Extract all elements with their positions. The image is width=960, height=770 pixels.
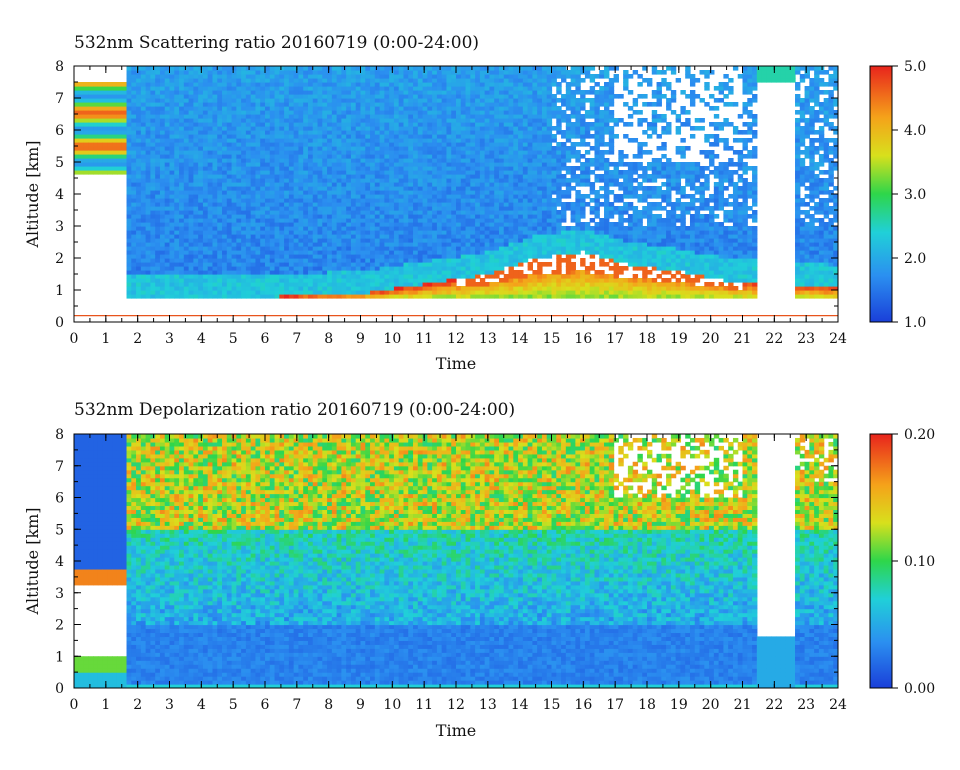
x-tick-label: 15 bbox=[543, 331, 561, 347]
colorbar bbox=[869, 433, 893, 689]
y-tick-label: 7 bbox=[55, 459, 64, 475]
x-tick-label: 10 bbox=[383, 697, 401, 713]
x-tick-label: 8 bbox=[324, 331, 333, 347]
x-tick-label: 16 bbox=[574, 331, 592, 347]
depolarization-ratio-panel: 532nm Depolarization ratio 20160719 (0:0… bbox=[23, 400, 935, 740]
x-tick-label: 6 bbox=[261, 331, 270, 347]
scattering-heatmap bbox=[74, 66, 838, 317]
y-tick-label: 4 bbox=[55, 554, 64, 570]
x-tick-label: 18 bbox=[638, 697, 656, 713]
x-tick-label: 7 bbox=[292, 331, 301, 347]
x-tick-label: 3 bbox=[165, 331, 174, 347]
axes: 0 1 2 3 4 5 6 7 8 9 10 11 12 13 14 15 16 17 18 19 20 21 22 23 24… bbox=[55, 427, 847, 713]
x-tick-label: 11 bbox=[415, 331, 433, 347]
x-axis-label: Time bbox=[436, 354, 476, 373]
x-tick-label: 8 bbox=[324, 697, 333, 713]
chart-title: 532nm Depolarization ratio 20160719 (0:0… bbox=[74, 400, 515, 420]
axes: 0 1 2 3 4 5 6 7 8 9 10 11 12 13 14 15 16 17 18 19 20 21 22 23 24… bbox=[55, 59, 847, 347]
x-tick-label: 9 bbox=[356, 331, 365, 347]
colorbar-ticks: 0.00 0.10 0.20 bbox=[892, 427, 935, 697]
x-tick-label: 3 bbox=[165, 697, 174, 713]
colorbar-tick-label: 0.00 bbox=[904, 681, 935, 697]
colorbar-tick-label: 1.0 bbox=[904, 315, 926, 331]
x-tick-label: 0 bbox=[70, 331, 79, 347]
x-tick-label: 20 bbox=[702, 697, 720, 713]
y-tick-label: 1 bbox=[55, 283, 64, 299]
y-tick-label: 6 bbox=[55, 123, 64, 139]
x-tick-label: 10 bbox=[383, 331, 401, 347]
y-tick-label: 8 bbox=[55, 427, 64, 443]
chart-title: 532nm Scattering ratio 20160719 (0:00-24… bbox=[74, 33, 479, 53]
x-tick-label: 23 bbox=[797, 697, 815, 713]
y-tick-label: 2 bbox=[55, 251, 64, 267]
x-tick-label: 22 bbox=[765, 697, 783, 713]
x-tick-label: 5 bbox=[229, 697, 238, 713]
y-tick-label: 0 bbox=[55, 681, 64, 697]
x-tick-label: 17 bbox=[606, 331, 624, 347]
x-tick-label: 22 bbox=[765, 331, 783, 347]
y-tick-label: 0 bbox=[55, 315, 64, 331]
x-tick-label: 6 bbox=[261, 697, 270, 713]
y-tick-label: 7 bbox=[55, 91, 64, 107]
colorbar bbox=[869, 65, 893, 323]
x-tick-label: 18 bbox=[638, 331, 656, 347]
y-tick-label: 3 bbox=[55, 219, 64, 235]
x-tick-label: 1 bbox=[101, 697, 110, 713]
colorbar-ticks: 1.0 2.0 3.0 4.0 5.0 bbox=[892, 59, 926, 331]
x-tick-label: 12 bbox=[447, 331, 465, 347]
colorbar-tick-label: 3.0 bbox=[904, 187, 926, 203]
x-tick-label: 24 bbox=[829, 331, 847, 347]
x-tick-label: 15 bbox=[543, 697, 561, 713]
x-tick-label: 17 bbox=[606, 697, 624, 713]
x-tick-label: 13 bbox=[479, 331, 497, 347]
x-axis-label: Time bbox=[436, 721, 476, 740]
x-tick-label: 23 bbox=[797, 331, 815, 347]
x-tick-label: 4 bbox=[197, 331, 206, 347]
colorbar-tick-label: 4.0 bbox=[904, 123, 926, 139]
x-tick-label: 16 bbox=[574, 697, 592, 713]
y-tick-label: 1 bbox=[55, 649, 64, 665]
x-tick-label: 14 bbox=[511, 331, 529, 347]
y-axis-label: Altitude [km] bbox=[23, 507, 42, 615]
x-tick-label: 21 bbox=[734, 697, 752, 713]
x-tick-label: 13 bbox=[479, 697, 497, 713]
x-tick-label: 19 bbox=[670, 331, 688, 347]
x-tick-label: 24 bbox=[829, 697, 847, 713]
y-tick-label: 8 bbox=[55, 59, 64, 75]
colorbar-tick-label: 2.0 bbox=[904, 251, 926, 267]
x-tick-label: 14 bbox=[511, 697, 529, 713]
x-tick-label: 7 bbox=[292, 697, 301, 713]
colorbar-tick-label: 0.10 bbox=[904, 554, 935, 570]
x-tick-label: 2 bbox=[133, 697, 142, 713]
x-tick-label: 4 bbox=[197, 697, 206, 713]
x-tick-label: 11 bbox=[415, 697, 433, 713]
y-tick-label: 2 bbox=[55, 618, 64, 634]
x-tick-label: 5 bbox=[229, 331, 238, 347]
colorbar-tick-label: 0.20 bbox=[904, 427, 935, 443]
scattering-ratio-panel: 532nm Scattering ratio 20160719 (0:00-24… bbox=[23, 33, 926, 373]
y-tick-label: 6 bbox=[55, 491, 64, 507]
x-tick-label: 1 bbox=[101, 331, 110, 347]
x-tick-label: 2 bbox=[133, 331, 142, 347]
y-tick-label: 5 bbox=[55, 155, 64, 171]
y-tick-label: 3 bbox=[55, 586, 64, 602]
x-tick-label: 20 bbox=[702, 331, 720, 347]
x-tick-label: 9 bbox=[356, 697, 365, 713]
y-tick-label: 4 bbox=[55, 187, 64, 203]
x-tick-label: 12 bbox=[447, 697, 465, 713]
colorbar-tick-label: 5.0 bbox=[904, 59, 926, 75]
depolarization-heatmap bbox=[74, 434, 838, 688]
x-tick-label: 21 bbox=[734, 331, 752, 347]
y-axis-label: Altitude [km] bbox=[23, 140, 42, 248]
y-tick-label: 5 bbox=[55, 522, 64, 538]
x-tick-label: 19 bbox=[670, 697, 688, 713]
x-tick-label: 0 bbox=[70, 697, 79, 713]
